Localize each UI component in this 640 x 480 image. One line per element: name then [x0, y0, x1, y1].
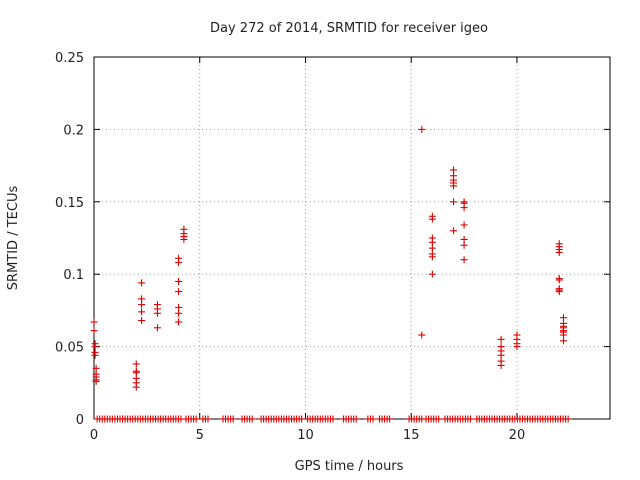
data-point-zero — [564, 415, 572, 423]
x-tick-label: 15 — [403, 428, 420, 443]
grid-lines — [94, 57, 610, 419]
data-point — [153, 324, 161, 332]
data-point — [90, 327, 98, 335]
data-point — [555, 276, 563, 284]
data-point — [92, 377, 100, 385]
data-point — [418, 331, 426, 339]
y-tick-label: 0.25 — [55, 51, 84, 66]
data-markers — [90, 125, 572, 423]
data-point — [497, 361, 505, 369]
data-point — [132, 383, 140, 391]
data-point — [175, 318, 183, 326]
data-point — [450, 227, 458, 235]
data-point — [497, 335, 505, 343]
data-point — [460, 221, 468, 229]
data-point — [175, 309, 183, 317]
chart-title: Day 272 of 2014, SRMTID for receiver ige… — [210, 21, 488, 36]
data-point — [418, 125, 426, 133]
data-point — [428, 253, 436, 261]
data-point-zero — [386, 415, 394, 423]
y-tick-label: 0.1 — [63, 268, 84, 283]
data-point — [175, 288, 183, 296]
data-point — [428, 215, 436, 223]
data-point — [555, 288, 563, 296]
data-point — [555, 248, 563, 256]
data-point — [138, 279, 146, 287]
data-point — [460, 241, 468, 249]
y-tick-label: 0.05 — [55, 341, 84, 356]
data-point-zero — [329, 415, 337, 423]
tick-labels: 0 5 10 15 20 0 0.05 0.1 0.15 0.2 0.25 — [55, 51, 525, 443]
data-point — [138, 317, 146, 325]
data-point — [428, 270, 436, 278]
data-point-zero — [369, 415, 377, 423]
data-point — [138, 301, 146, 309]
x-tick-label: 10 — [297, 428, 314, 443]
data-point-zero — [352, 415, 360, 423]
data-point — [450, 182, 458, 190]
data-point-zero — [466, 415, 474, 423]
x-tick-label: 0 — [90, 428, 98, 443]
data-point — [175, 259, 183, 267]
data-point-zero — [298, 415, 306, 423]
data-point — [513, 343, 521, 351]
data-point-zero — [204, 415, 212, 423]
data-point-zero — [248, 415, 256, 423]
data-point — [91, 351, 99, 359]
y-axis-label: SRMTID / TECUs — [6, 186, 21, 291]
data-point — [175, 277, 183, 285]
data-point-zero — [229, 415, 237, 423]
data-point — [559, 337, 567, 345]
y-tick-label: 0.2 — [63, 123, 84, 138]
x-tick-label: 5 — [196, 428, 204, 443]
data-point — [450, 198, 458, 206]
data-point — [153, 309, 161, 317]
x-axis-label: GPS time / hours — [295, 459, 404, 474]
data-point — [460, 204, 468, 212]
data-point — [180, 235, 188, 243]
data-point-zero — [192, 415, 200, 423]
data-point-zero — [435, 415, 443, 423]
y-tick-label: 0.15 — [55, 196, 84, 211]
data-point — [460, 256, 468, 264]
data-point — [90, 318, 98, 326]
data-point — [132, 360, 140, 368]
data-point — [138, 308, 146, 316]
y-tick-label: 0 — [76, 413, 84, 428]
x-tick-label: 20 — [509, 428, 526, 443]
